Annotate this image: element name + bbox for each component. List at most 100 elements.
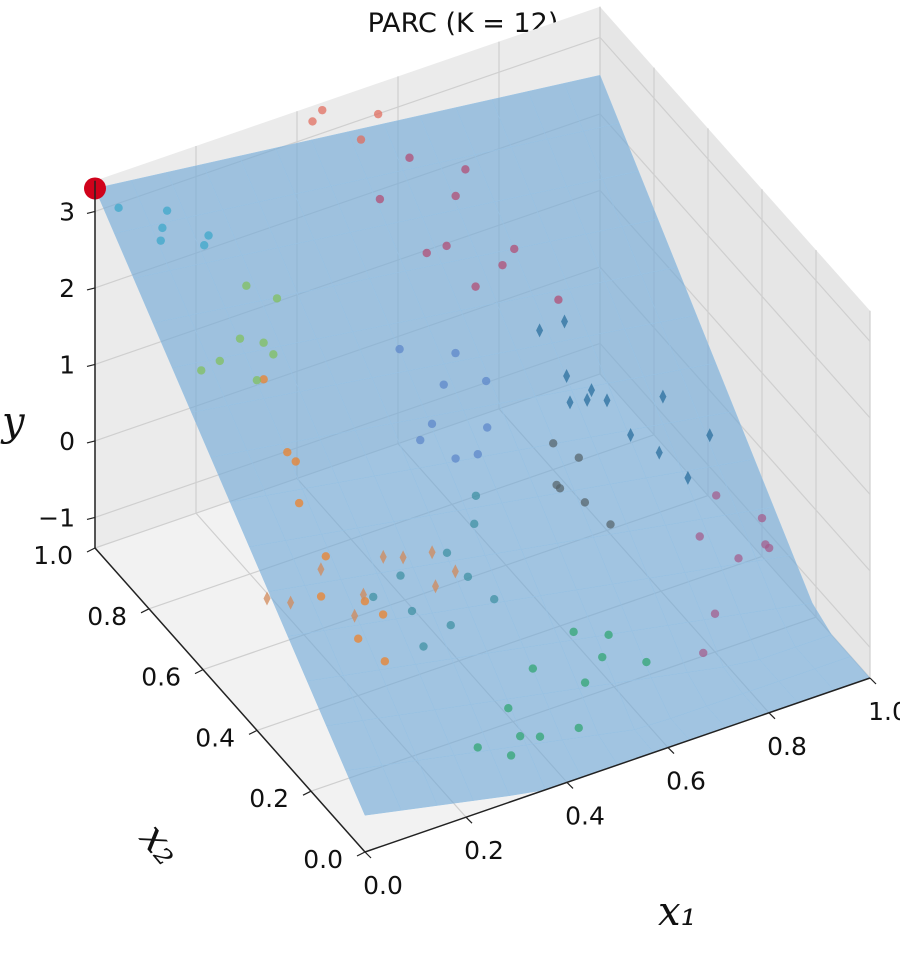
- scatter-point: [197, 366, 206, 375]
- scatter-point: [473, 743, 482, 752]
- x1-axis-line: [364, 677, 871, 853]
- scatter-point-diamond: [359, 587, 367, 602]
- scatter-point: [580, 678, 590, 687]
- scatter-point-diamond: [563, 369, 571, 384]
- x2-tick-mark: [356, 851, 366, 857]
- scatter-point-diamond: [706, 428, 714, 443]
- scatter-point: [321, 552, 330, 561]
- scatter-point: [416, 435, 425, 445]
- scatter-point-diamond: [588, 383, 595, 398]
- scatter-point: [442, 548, 452, 557]
- x2-axis-line: [94, 547, 366, 853]
- scatter-point: [395, 344, 404, 354]
- y-tick-mark: [86, 363, 96, 367]
- scatter-point: [483, 423, 492, 432]
- y-tick-label: 0: [59, 427, 75, 456]
- scatter-point: [473, 450, 482, 459]
- scatter-point: [471, 282, 480, 291]
- x2-axis-label: x₂: [130, 815, 190, 874]
- x1-tick-label: 0.4: [565, 801, 605, 830]
- scatter-point: [294, 498, 304, 508]
- x2-tick-mark: [86, 547, 96, 553]
- y-tick-mark: [86, 440, 96, 444]
- x1-tick-mark: [364, 851, 372, 859]
- scatter-point-diamond: [432, 579, 439, 594]
- x1-tick-mark: [768, 712, 776, 720]
- scatter-point: [463, 572, 473, 581]
- scatter-point: [604, 630, 613, 640]
- scatter-point: [242, 281, 251, 290]
- scatter-point-diamond: [684, 470, 692, 485]
- x2-tick-label: 0.4: [195, 723, 235, 752]
- scatter-point: [699, 648, 708, 658]
- scatter-points: [84, 105, 774, 760]
- scatter-point: [549, 439, 558, 448]
- x1-tick-label: 0.0: [363, 871, 403, 900]
- scatter-point: [156, 236, 165, 245]
- x2-tick-mark: [302, 790, 312, 796]
- scatter-point: [162, 206, 172, 215]
- scatter-point: [369, 592, 378, 602]
- scatter-point: [439, 380, 448, 389]
- scatter-point: [158, 223, 167, 233]
- scatter-point: [283, 448, 292, 457]
- scatter-point-diamond: [536, 323, 544, 338]
- y-tick-label: 1: [59, 350, 75, 379]
- y-tick-mark: [86, 287, 96, 291]
- scatter-point-diamond: [379, 549, 387, 564]
- scatter-point-diamond: [603, 393, 611, 408]
- scatter-point: [515, 731, 525, 741]
- x2-tick-label: 0.8: [87, 602, 127, 631]
- scatter-point: [442, 241, 451, 251]
- scatter-point: [761, 540, 770, 549]
- x1-tick-mark: [465, 816, 473, 824]
- scatter-point: [375, 194, 385, 204]
- scatter-point: [215, 356, 224, 366]
- x2-tick-mark: [140, 608, 150, 614]
- scatter-point-diamond: [351, 608, 359, 623]
- scatter-point: [461, 165, 470, 174]
- scatter-point: [506, 751, 516, 760]
- x2-tick-mark: [248, 729, 258, 735]
- scatter-point: [710, 609, 720, 618]
- axis-lines: [86, 180, 877, 859]
- scatter-point: [554, 295, 563, 304]
- scatter-point: [606, 520, 615, 529]
- y-tick-label: −1: [38, 503, 75, 532]
- x2-tick-label: 0.0: [303, 845, 343, 874]
- scatter-point: [535, 732, 545, 741]
- scatter-point: [356, 135, 366, 144]
- scatter-point-diamond: [655, 445, 663, 460]
- scatter-point: [451, 348, 460, 358]
- scatter-point: [405, 153, 414, 162]
- scatter-point: [734, 554, 743, 563]
- scatter-point: [451, 191, 460, 201]
- x1-tick-label: 0.6: [666, 767, 706, 796]
- scatter-point-diamond: [627, 428, 635, 443]
- scatter-point-diamond: [263, 591, 271, 606]
- scatter-point-diamond: [287, 595, 295, 610]
- scatter-point: [695, 532, 704, 541]
- scatter-point: [354, 634, 363, 643]
- scatter-point: [316, 592, 326, 601]
- x2-tick-label: 0.6: [141, 663, 181, 692]
- scatter-point: [380, 657, 390, 666]
- scatter-point-diamond: [317, 562, 325, 577]
- scatter-point: [471, 491, 481, 500]
- scatter-point: [378, 610, 388, 619]
- x2-tick-label: 0.2: [249, 784, 289, 813]
- scatter-point: [114, 203, 123, 213]
- y-tick-mark: [86, 210, 96, 214]
- scatter-point-diamond: [399, 550, 407, 565]
- scatter-point: [446, 621, 455, 630]
- scatter-point: [204, 231, 213, 240]
- y-tick-mark: [86, 516, 96, 520]
- scatter-point: [510, 244, 519, 254]
- scatter-point: [757, 513, 767, 523]
- y-axis-label: y: [0, 399, 26, 445]
- scatter-point-diamond: [428, 545, 436, 560]
- scatter-point: [373, 109, 383, 119]
- scatter-point: [712, 491, 721, 500]
- tick-labels: 0.0 0.2 0.4 0.6 0.8 1.0 0.0 0.2 0.4 0.6 0.8 1.0 −1 0 1…: [33, 197, 900, 900]
